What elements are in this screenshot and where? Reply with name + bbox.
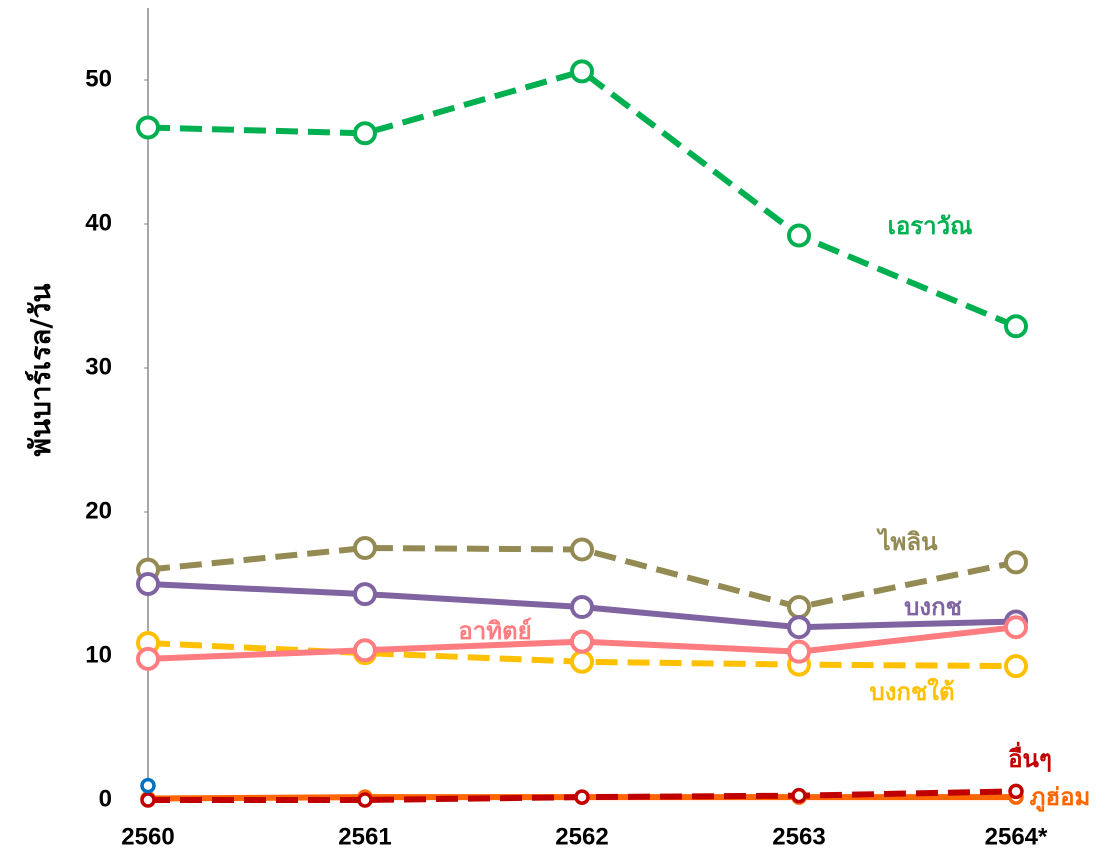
marker [1004, 615, 1028, 640]
y-tick-label: 10 [85, 641, 112, 668]
marker [1004, 550, 1028, 575]
marker [136, 572, 160, 596]
marker [136, 115, 160, 140]
marker [787, 615, 811, 640]
series-label: อาทิตย์ [458, 617, 531, 645]
series-label: เอราวัณ [888, 212, 973, 240]
y-tick-label: 0 [99, 785, 112, 812]
x-tick-label: 2563 [772, 823, 825, 850]
marker [357, 792, 373, 808]
series-label: ไพลิน [875, 527, 938, 556]
series-label: อื่นๆ [1008, 741, 1052, 773]
marker [1008, 783, 1024, 800]
y-axis-label: พันบาร์เรล/วัน [24, 284, 57, 457]
marker [1004, 654, 1028, 679]
series-label: ภูฮ่อม [1030, 783, 1091, 812]
marker [570, 629, 594, 654]
marker [570, 649, 594, 674]
marker [791, 787, 807, 804]
marker [1004, 314, 1028, 339]
x-tick-label: 2560 [121, 823, 174, 850]
marker [570, 59, 594, 84]
marker [574, 789, 590, 805]
y-tick-label: 40 [85, 209, 112, 236]
marker [570, 537, 594, 562]
x-tick-label: 2561 [338, 823, 391, 850]
marker [353, 582, 377, 607]
y-tick-label: 50 [85, 65, 112, 92]
x-tick-label: 2562 [555, 823, 608, 850]
marker [787, 223, 811, 248]
marker [140, 777, 156, 794]
marker [353, 121, 377, 146]
marker [136, 646, 160, 671]
series-line [147, 68, 1018, 330]
y-tick-label: 20 [85, 497, 112, 524]
marker [353, 638, 377, 663]
series-label: บงกชใต้ [869, 677, 954, 706]
marker [353, 536, 377, 560]
marker [787, 639, 811, 664]
series-label: บงกช [904, 593, 962, 621]
marker [570, 595, 594, 620]
x-tick-label: 2564* [985, 823, 1048, 850]
marker [787, 595, 811, 620]
marker [140, 792, 156, 808]
y-tick-label: 30 [85, 353, 112, 380]
